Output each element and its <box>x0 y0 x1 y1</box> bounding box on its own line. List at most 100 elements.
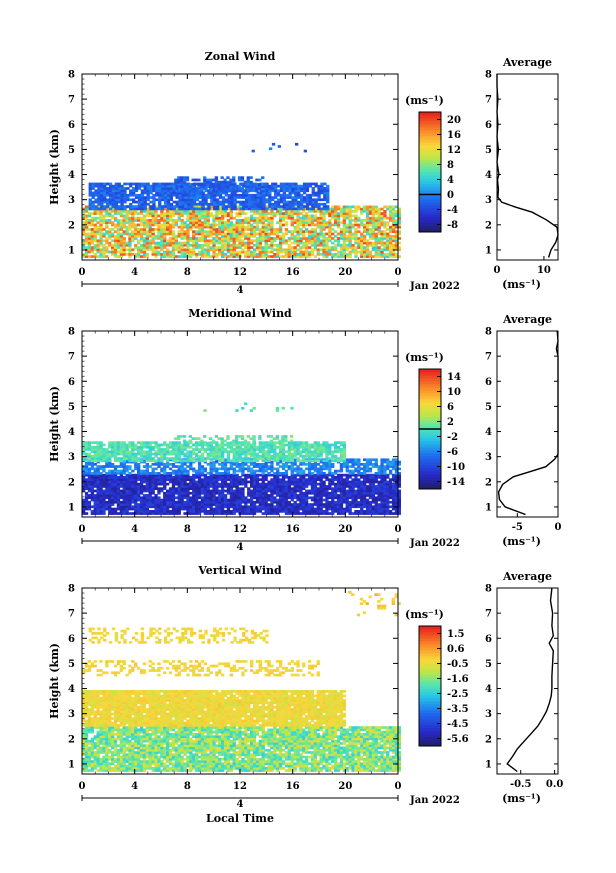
field-cell <box>255 473 260 477</box>
field-cell <box>345 478 349 481</box>
field-cell <box>328 230 332 233</box>
field-cell <box>192 478 196 481</box>
field-cell <box>183 241 187 245</box>
field-cell <box>232 223 236 227</box>
field-cell <box>293 248 297 252</box>
field-cell <box>125 478 129 481</box>
field-cell <box>394 507 399 511</box>
field-cell <box>316 241 320 245</box>
field-cell <box>215 491 219 495</box>
field-cell <box>155 189 159 193</box>
field-cell <box>336 214 341 218</box>
field-cell <box>143 198 147 202</box>
field-cell <box>256 200 260 204</box>
field-cell <box>212 250 216 254</box>
field-cell <box>177 482 181 486</box>
field-cell <box>229 239 233 243</box>
field-cell <box>365 485 370 488</box>
field-cell <box>313 207 317 211</box>
field-cell <box>261 505 265 509</box>
field-cell <box>155 207 159 211</box>
field-cell <box>357 487 361 490</box>
field-cell <box>160 498 164 502</box>
field-cell <box>122 510 126 513</box>
field-cell <box>192 496 196 500</box>
field-cell <box>252 496 257 500</box>
field-cell <box>207 191 211 195</box>
field-cell <box>168 494 173 497</box>
field-cell <box>189 210 193 213</box>
field-cell <box>200 210 205 213</box>
field-cell <box>195 230 199 233</box>
field-cell <box>160 480 164 484</box>
field-cell <box>226 250 231 254</box>
field-cell <box>206 239 210 243</box>
field-cell <box>322 210 326 213</box>
field-cell <box>383 505 387 509</box>
field-cell <box>319 480 323 484</box>
field-cell <box>244 246 248 249</box>
field-cell <box>261 489 265 493</box>
field-cell <box>192 214 196 218</box>
field-cell <box>113 478 118 481</box>
field-cell <box>180 234 184 238</box>
field-cell <box>237 185 242 188</box>
field-cell <box>142 210 147 213</box>
field-cell <box>105 473 109 477</box>
field-cell <box>111 202 116 206</box>
field-cell <box>342 219 346 222</box>
field-cell <box>360 248 364 252</box>
field-cell <box>87 500 92 504</box>
field-cell <box>310 507 315 511</box>
field-cell <box>214 185 218 188</box>
field-cell <box>195 241 199 245</box>
field-cell <box>270 232 274 236</box>
field-cell <box>108 228 112 231</box>
x-tick-label: 20 <box>338 267 352 278</box>
field-cell <box>206 253 210 256</box>
colorbar-segment <box>419 220 441 224</box>
field-cell <box>256 207 260 211</box>
field-cell <box>270 239 274 243</box>
field-cell <box>177 255 181 258</box>
field-cell <box>128 496 132 500</box>
field-cell <box>87 221 92 224</box>
field-cell <box>310 239 315 243</box>
field-cell <box>105 505 109 509</box>
field-cell <box>305 491 309 495</box>
field-cell <box>325 255 329 258</box>
field-cell <box>94 193 98 197</box>
field-cell <box>168 216 173 220</box>
field-cell <box>245 205 249 208</box>
field-cell <box>374 510 378 513</box>
field-cell <box>134 230 138 233</box>
field-cell <box>177 494 181 497</box>
field-cell <box>174 237 178 240</box>
average-y-tick-label: 5 <box>485 145 492 156</box>
field-cell <box>297 207 301 211</box>
field-cell <box>226 214 231 218</box>
field-cell <box>166 216 170 220</box>
field-cell <box>209 232 213 236</box>
field-cell <box>223 246 228 249</box>
field-cell <box>232 230 236 233</box>
field-cell <box>145 219 149 222</box>
field-cell <box>232 510 236 513</box>
field-cell <box>200 485 205 488</box>
field-cell <box>208 187 213 191</box>
field-cell <box>377 237 381 240</box>
field-cell <box>368 232 373 236</box>
field-cell <box>305 230 309 233</box>
field-cell <box>221 478 225 481</box>
field-cell <box>184 205 188 208</box>
field-cell <box>151 503 155 506</box>
field-cell <box>212 248 216 252</box>
field-cell <box>319 234 323 238</box>
field-cell <box>334 507 338 511</box>
field-cell <box>111 234 115 238</box>
field-cell <box>180 246 184 249</box>
field-cell <box>308 196 312 199</box>
field-cell <box>186 478 190 481</box>
field-cell <box>87 246 92 249</box>
field-cell <box>380 221 384 224</box>
